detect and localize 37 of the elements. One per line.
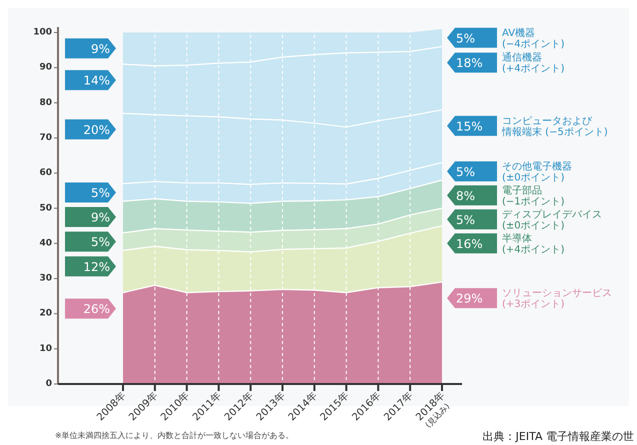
y-tick-label: 40 [39,238,52,248]
data-label: 15% [456,119,483,134]
data-label: 5% [456,212,476,227]
text: 電子部品 (−1ポイント) [502,184,565,208]
data-label: 9% [90,42,110,56]
data-label: 5% [90,186,110,200]
data-label: 5% [456,31,476,46]
text: 通信機器 (+4ポイント) [502,52,565,75]
data-label: 8% [456,188,476,203]
data-label: 29% [456,292,483,306]
text: その他電子機器 (±0ポイント) [502,160,572,184]
data-label: 14% [83,74,110,88]
y-tick-label: 10 [39,344,52,354]
legend-label: ソリューションサービス (+3ポイント) [502,288,612,310]
text: 半導体 (+4ポイント) [502,232,565,256]
data-label: 5% [90,235,110,250]
y-tick-label: 20 [39,308,52,319]
y-tick-label: 0 [46,379,52,389]
y-tick-label: 80 [39,98,52,108]
data-label: 20% [83,122,110,137]
text: ディスプレイデバイス (±0ポイント) [502,208,602,232]
y-tick-label: 50 [39,203,52,214]
y-tick-label: 90 [39,62,52,73]
y-tick-label: 30 [39,274,52,284]
y-tick-label: 70 [39,132,52,143]
data-label: 16% [456,236,483,251]
text: AV機器 (−4ポイント) [502,26,565,50]
data-label: 12% [83,260,110,274]
text: コンピュータおよび情報端末 (−5ポイント) [501,116,608,138]
text: ※単位未満四捨五入により、内数と合計が一致しない場合がある。 [55,431,294,440]
data-label: 26% [83,302,110,316]
y-tick-label: 60 [39,168,52,178]
data-label: 5% [456,164,476,179]
y-tick-label: 100 [33,28,52,38]
data-label: 9% [90,210,110,225]
data-label: 18% [456,56,483,70]
source-note: 出典：JEITA 電子情報産業の世 [482,430,634,443]
